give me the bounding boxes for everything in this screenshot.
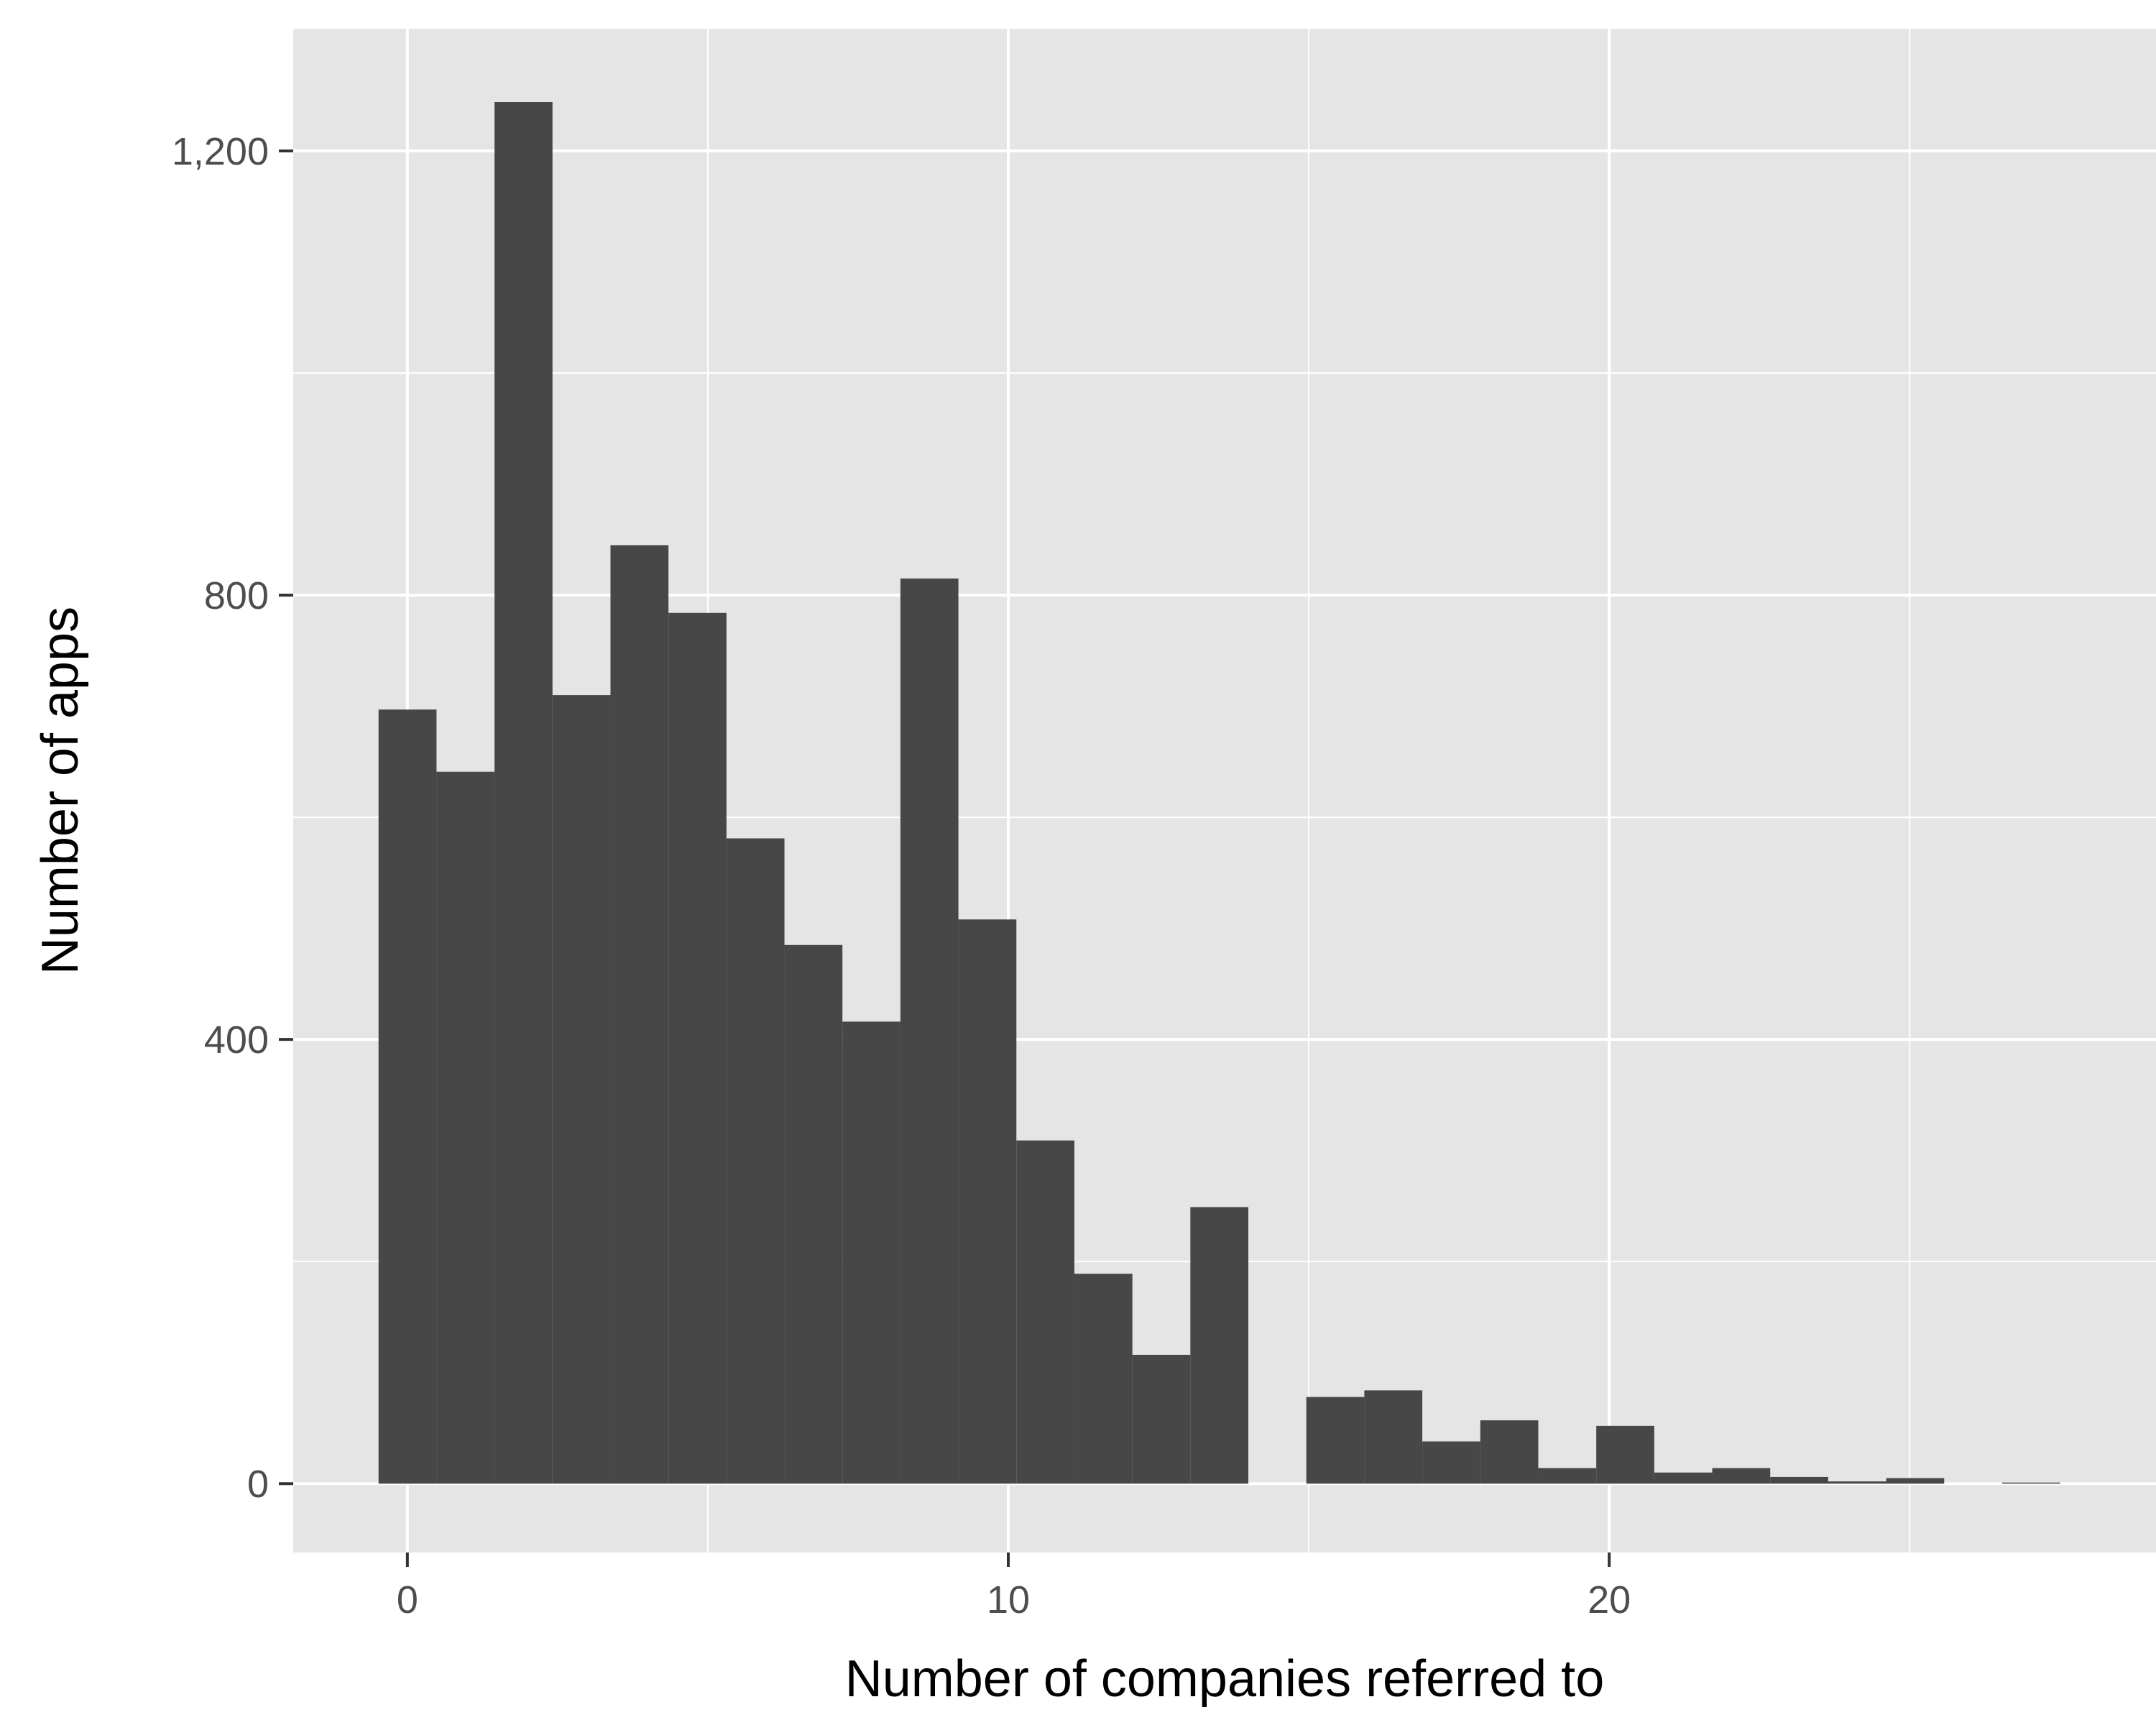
y-tick-label: 1,200 bbox=[172, 130, 269, 173]
histogram-bar bbox=[1074, 1274, 1133, 1484]
histogram-bar bbox=[2001, 1482, 2060, 1484]
histogram-bar bbox=[1364, 1390, 1423, 1484]
x-tick-label: 0 bbox=[397, 1578, 418, 1622]
histogram-bar bbox=[842, 1021, 900, 1484]
histogram-bar bbox=[1770, 1476, 1828, 1484]
histogram-bar bbox=[668, 612, 727, 1484]
histogram-bar bbox=[1306, 1397, 1365, 1484]
histogram-bar bbox=[1886, 1478, 1945, 1484]
x-axis: 0 10 20 bbox=[397, 1552, 1631, 1622]
histogram-bar bbox=[494, 101, 553, 1484]
y-axis: 0 400 800 1,200 bbox=[172, 130, 293, 1506]
histogram-bars bbox=[378, 101, 2060, 1484]
histogram-bar bbox=[1538, 1468, 1597, 1484]
histogram-bar bbox=[1480, 1420, 1539, 1484]
histogram-bar bbox=[610, 545, 669, 1484]
y-tick-label: 400 bbox=[204, 1018, 269, 1062]
histogram-bar bbox=[552, 695, 611, 1484]
y-tick-label: 800 bbox=[204, 574, 269, 617]
histogram-bar bbox=[784, 944, 843, 1484]
histogram-bar bbox=[1596, 1425, 1654, 1484]
histogram-bar bbox=[900, 578, 959, 1484]
x-axis-title: Number of companies referred to bbox=[845, 1650, 1604, 1708]
x-tick-label: 10 bbox=[987, 1578, 1030, 1622]
histogram-bar bbox=[958, 919, 1017, 1484]
histogram-bar bbox=[1190, 1207, 1249, 1484]
histogram-bar bbox=[378, 709, 437, 1484]
x-tick-label: 20 bbox=[1588, 1578, 1631, 1622]
histogram-bar bbox=[436, 771, 495, 1484]
histogram-bar bbox=[1654, 1472, 1713, 1484]
histogram-bar bbox=[1016, 1140, 1074, 1484]
histogram-bar bbox=[1132, 1354, 1191, 1484]
histogram-bar bbox=[1422, 1441, 1480, 1484]
y-axis-title: Number of apps bbox=[32, 607, 89, 975]
histogram-bar bbox=[726, 838, 785, 1484]
y-tick-label: 0 bbox=[247, 1463, 269, 1506]
histogram-bar bbox=[1712, 1468, 1771, 1484]
histogram-bar bbox=[1828, 1481, 1886, 1484]
